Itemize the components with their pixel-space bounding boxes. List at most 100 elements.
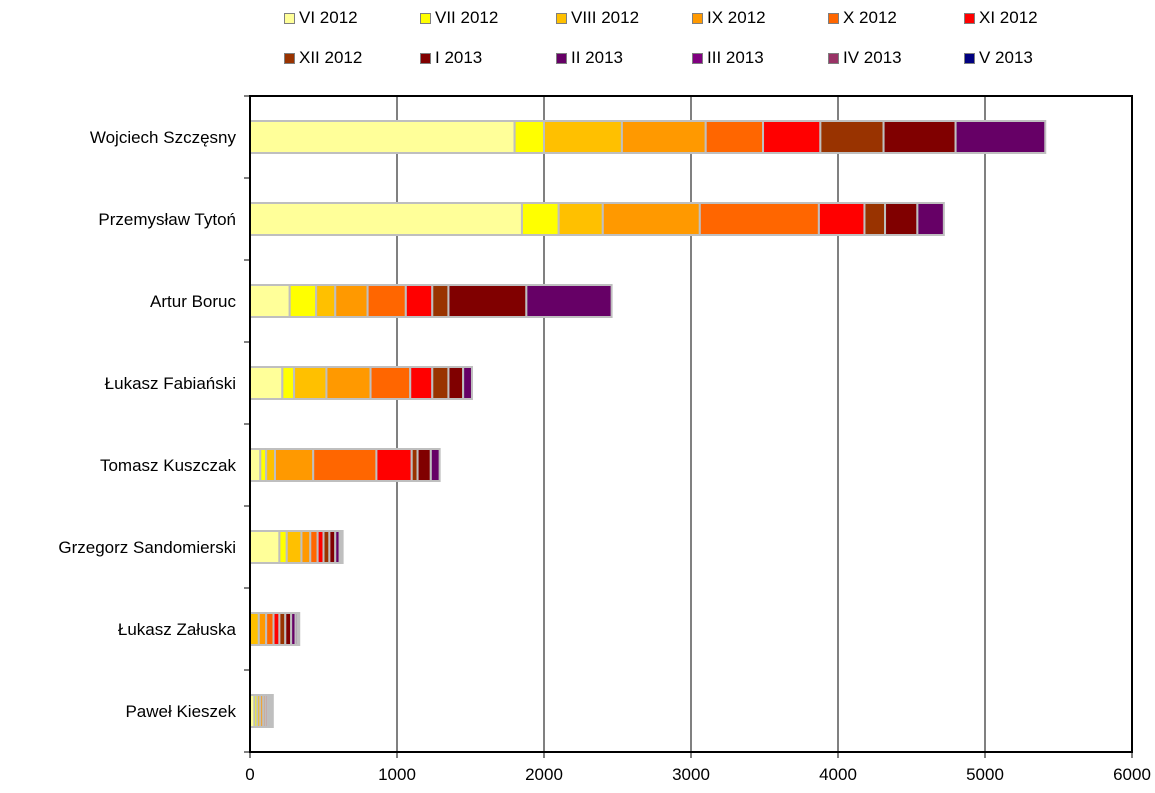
bar-segment	[884, 202, 919, 236]
bar-segment	[249, 284, 291, 318]
category-label: Paweł Kieszek	[125, 702, 236, 721]
bar-segment	[882, 120, 957, 154]
legend-swatch	[828, 12, 839, 24]
legend-swatch	[964, 52, 975, 64]
legend-label: IX 2012	[707, 8, 766, 27]
legend-label: III 2013	[707, 48, 764, 67]
legend-label: VI 2012	[299, 8, 358, 27]
bar-segment	[249, 366, 284, 400]
legend-label: II 2013	[571, 48, 623, 67]
bar-segment	[762, 120, 822, 154]
x-tick-label: 5000	[966, 765, 1004, 784]
legend-item: VIII 2012	[556, 8, 639, 28]
bar-segment	[431, 366, 450, 400]
legend-swatch	[828, 52, 839, 64]
category-label: Łukasz Fabiański	[105, 374, 236, 393]
x-tick-label: 6000	[1113, 765, 1151, 784]
legend-label: IV 2013	[843, 48, 902, 67]
bar-segment	[447, 284, 528, 318]
bar-segment	[249, 120, 516, 154]
legend-item: VI 2012	[284, 8, 358, 28]
bar-segment	[698, 202, 820, 236]
bar-segment	[404, 284, 434, 318]
legend-item: XI 2012	[964, 8, 1038, 28]
legend-swatch	[420, 12, 431, 24]
bar-segment	[278, 530, 288, 564]
bar-segment	[557, 202, 604, 236]
bar-segment	[281, 366, 296, 400]
bar-segment	[916, 202, 945, 236]
bar-segment	[300, 530, 312, 564]
bar-segment	[249, 530, 281, 564]
legend-item: V 2013	[964, 48, 1033, 68]
x-tick-label: 2000	[525, 765, 563, 784]
category-label: Tomasz Kuszczak	[100, 456, 237, 475]
bar-segment	[249, 448, 262, 482]
bar-segment	[265, 448, 276, 482]
bar-segment	[271, 694, 274, 728]
legend-swatch	[964, 12, 975, 24]
bar-segment	[704, 120, 765, 154]
category-label: Wojciech Szczęsny	[90, 128, 237, 147]
bar-segment	[249, 612, 260, 646]
bar-segment	[312, 448, 378, 482]
bar-segment	[543, 120, 623, 154]
legend-swatch	[556, 52, 567, 64]
legend-item: XII 2012	[284, 48, 362, 68]
category-label: Przemysław Tytoń	[98, 210, 236, 229]
bar-segment	[954, 120, 1047, 154]
bar-segment	[366, 284, 407, 318]
bar-segment	[520, 202, 560, 236]
bar-segment	[416, 448, 432, 482]
x-tick-label: 3000	[672, 765, 710, 784]
legend-swatch	[692, 52, 703, 64]
x-tick-label: 4000	[819, 765, 857, 784]
legend-item: III 2013	[692, 48, 764, 68]
legend-label: X 2012	[843, 8, 897, 27]
bar-segment	[249, 202, 523, 236]
bar-segment	[340, 530, 344, 564]
category-label: Grzegorz Sandomierski	[58, 538, 236, 557]
bar-segment	[273, 448, 315, 482]
legend-swatch	[420, 52, 431, 64]
bar-segment	[265, 612, 275, 646]
bar-segment	[817, 202, 866, 236]
bar-segment	[620, 120, 707, 154]
legend-swatch	[692, 12, 703, 24]
bar-segment	[293, 366, 328, 400]
bar-segment	[525, 284, 613, 318]
bar-segment	[315, 284, 337, 318]
bar-segment	[863, 202, 887, 236]
bar-segment	[431, 284, 450, 318]
legend-label: XII 2012	[299, 48, 363, 67]
bar-segment	[257, 612, 268, 646]
legend-label: VII 2012	[435, 8, 499, 27]
legend-swatch	[556, 12, 567, 24]
bar-segment	[285, 530, 303, 564]
x-tick-label: 1000	[378, 765, 416, 784]
legend-item: II 2013	[556, 48, 623, 68]
category-label: Łukasz Załuska	[118, 620, 237, 639]
bar-segment	[409, 366, 434, 400]
bar-segment	[369, 366, 412, 400]
bar-segment	[429, 448, 441, 482]
bar-segment	[375, 448, 413, 482]
category-label: Artur Boruc	[150, 292, 236, 311]
x-tick-label: 0	[245, 765, 254, 784]
legend-label: VIII 2012	[571, 8, 640, 27]
bar-segment	[309, 530, 319, 564]
legend-item: IV 2013	[828, 48, 902, 68]
legend-item: VII 2012	[420, 8, 498, 28]
bar-segment	[601, 202, 701, 236]
bar-segment	[334, 284, 369, 318]
legend-swatch	[284, 12, 295, 24]
bar-segment	[296, 612, 301, 646]
bar-segment	[819, 120, 885, 154]
legend-swatch	[284, 52, 295, 64]
bar-segment	[447, 366, 465, 400]
legend-label: V 2013	[979, 48, 1033, 67]
bar-segment	[325, 366, 372, 400]
legend-label: XI 2012	[979, 8, 1038, 27]
legend-item: I 2013	[420, 48, 482, 68]
